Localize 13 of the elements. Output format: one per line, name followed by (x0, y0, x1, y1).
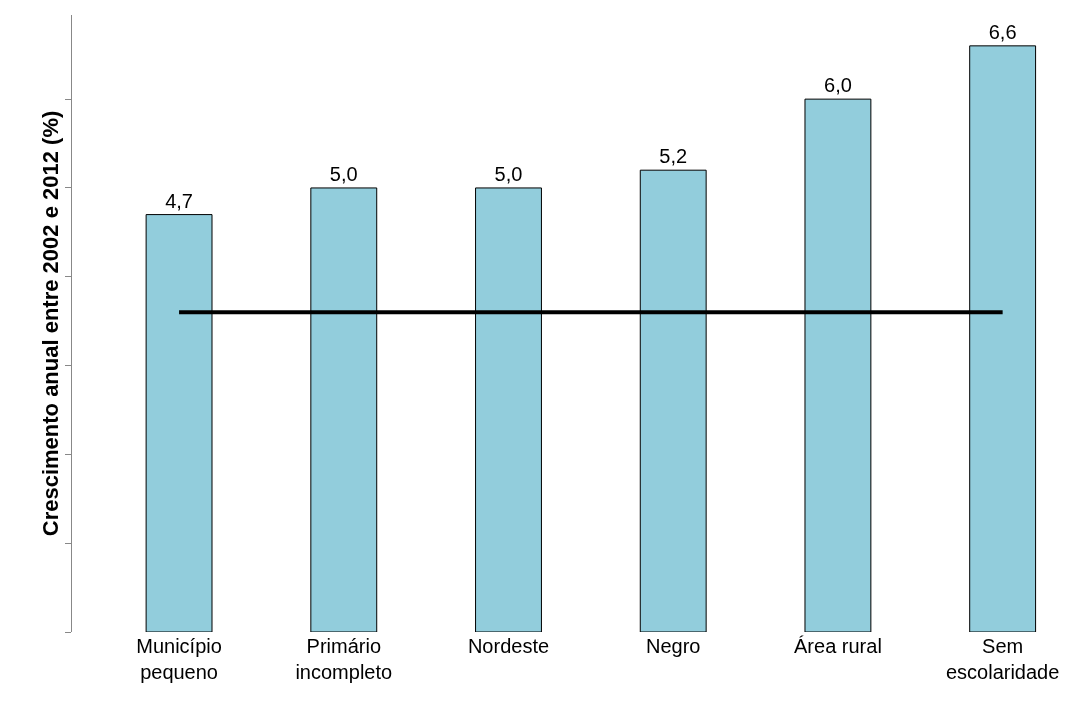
data-label: 5,0 (329, 162, 358, 185)
x-tick-label: Negro (645, 635, 701, 657)
y-axis-title: Crescimento anual entre 2002 e 2012 (%) (37, 110, 63, 537)
x-tick-label: Área rural (794, 635, 882, 657)
data-label: 6,0 (824, 74, 852, 97)
data-label: 4,7 (165, 189, 193, 212)
x-tick-label: Primário incompleto (295, 635, 393, 683)
data-label: 6,6 (988, 20, 1017, 43)
data-label: 5,0 (494, 162, 523, 185)
data-label: 5,2 (659, 145, 688, 168)
x-tick-label: Nordeste (467, 635, 550, 657)
x-tick-label: Município pequeno (136, 635, 222, 683)
x-tick-label: Sem escolaridade (945, 635, 1060, 683)
